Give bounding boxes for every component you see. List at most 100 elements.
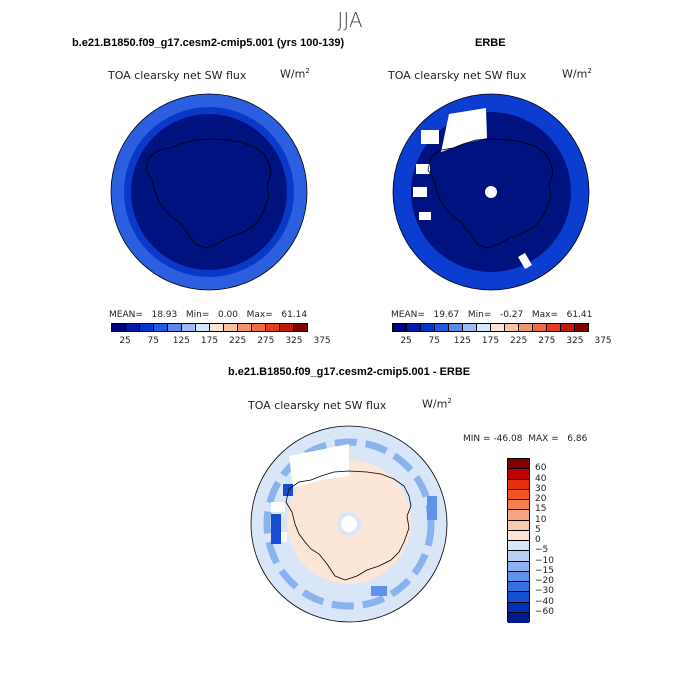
- obs-missing-arc: [441, 108, 487, 152]
- obs-colorbar: [392, 323, 589, 332]
- diff-colorbar-tick-label: −15: [535, 565, 554, 576]
- diff-colorbar-swatch: [508, 530, 529, 541]
- diff-anomaly-3: [427, 496, 437, 520]
- model-colorbar-tick-label: 225: [229, 336, 247, 346]
- obs-max-value: 61.41: [566, 310, 593, 320]
- model-colorbar-tick-label: 325: [285, 336, 303, 346]
- obs-units-exponent: 2: [587, 67, 592, 75]
- model-colorbar-tick-label: 125: [172, 336, 190, 346]
- model-colorbar-tick-label: 175: [200, 336, 219, 346]
- model-colorbar-swatch: [196, 324, 210, 331]
- diff-units-base: W/m: [422, 397, 448, 411]
- diff-colorbar-swatch: [508, 561, 529, 572]
- diff-colorbar-tick-label: 0: [535, 535, 541, 545]
- obs-colorbar-swatch: [547, 324, 561, 331]
- diff-colorbar-tick-label: −30: [535, 586, 554, 597]
- diff-colorbar-tick-label: 60: [535, 463, 547, 474]
- diff-colorbar-tick-label: −10: [535, 555, 554, 566]
- obs-antarctica-outline: [427, 138, 554, 249]
- model-antarctica-outline: [145, 138, 272, 249]
- obs-colorbar-ticks: 25 75 125 175 225 275 325 375: [392, 336, 611, 348]
- diff-colorbar-swatch: [508, 520, 529, 531]
- diff-colorbar-swatch: [508, 469, 529, 480]
- diff-min-label: MIN =: [463, 434, 491, 444]
- diff-stats: MIN = -46.08 MAX = 6.86: [463, 434, 587, 444]
- diff-colorbar-swatch: [508, 459, 529, 470]
- model-colorbar-swatch: [126, 324, 140, 331]
- obs-missing-block-1: [421, 130, 439, 144]
- model-mean-value: 18.93: [151, 310, 178, 320]
- diff-colorbar-tick-label: −20: [535, 576, 554, 586]
- obs-colorbar-swatch: [435, 324, 449, 331]
- obs-colorbar-swatch: [575, 324, 588, 331]
- diff-missing-block-1: [271, 502, 285, 512]
- model-colorbar-swatch: [238, 324, 252, 331]
- model-colorbar-swatch: [280, 324, 294, 331]
- model-colorbar-swatch: [224, 324, 238, 331]
- diff-colorbar-swatch: [508, 571, 529, 582]
- diff-colorbar-swatch: [508, 612, 529, 623]
- diff-colorbar-swatch: [508, 479, 529, 490]
- model-max-label: Max=: [246, 310, 273, 320]
- obs-panel-title: ERBE: [475, 37, 506, 49]
- obs-colorbar-swatch: [449, 324, 463, 331]
- diff-variable-title: TOA clearsky net SW flux: [248, 399, 387, 412]
- diff-colorbar-swatch: [508, 551, 529, 562]
- diff-units: W/m2: [422, 397, 452, 411]
- model-colorbar-tick-label: 375: [313, 336, 331, 346]
- diff-panel-title: b.e21.B1850.f09_g17.cesm2-cmip5.001 - ER…: [228, 366, 471, 378]
- diff-polar-map: [250, 425, 448, 623]
- diff-colorbar-tick-label: 40: [535, 473, 547, 484]
- diff-colorbar-swatch: [508, 592, 529, 603]
- diff-colorbar-swatch: [508, 582, 529, 593]
- diff-max-value: 6.86: [567, 434, 588, 444]
- diff-min-value: -46.08: [493, 434, 523, 444]
- model-units: W/m2: [280, 67, 310, 81]
- model-mean-label: MEAN=: [109, 310, 143, 320]
- obs-colorbar-swatch: [463, 324, 477, 331]
- obs-colorbar-tick-label: 175: [481, 336, 500, 346]
- obs-colorbar-tick-label: 25: [400, 336, 412, 346]
- model-colorbar-tick-label: 25: [119, 336, 131, 346]
- obs-colorbar-swatch: [561, 324, 575, 331]
- diff-colorbar: [507, 458, 530, 623]
- model-variable-title: TOA clearsky net SW flux: [108, 69, 247, 82]
- diff-antarctica-outline: [285, 470, 412, 581]
- obs-missing-block-2: [416, 164, 430, 174]
- diff-colorbar-tick-label: 15: [535, 504, 547, 515]
- diff-max-label: MAX =: [528, 434, 559, 444]
- obs-min-value: -0.27: [499, 310, 524, 320]
- obs-min-label: Min=: [467, 310, 492, 320]
- model-colorbar-ticks: 25 75 125 175 225 275 325 375: [111, 336, 330, 348]
- diff-blue-ring: [263, 438, 435, 610]
- model-min-label: Min=: [185, 310, 210, 320]
- model-panel-title: b.e21.B1850.f09_g17.cesm2-cmip5.001 (yrs…: [72, 37, 345, 49]
- obs-units-base: W/m: [562, 67, 588, 81]
- obs-units: W/m2: [562, 67, 592, 81]
- obs-colorbar-swatch: [393, 324, 407, 331]
- model-colorbar-swatch: [154, 324, 168, 331]
- obs-colorbar-swatch: [421, 324, 435, 331]
- obs-colorbar-swatch: [519, 324, 533, 331]
- obs-colorbar-tick-label: 375: [594, 336, 612, 346]
- diff-colorbar-swatch: [508, 510, 529, 521]
- diff-colorbar-tick-label: 20: [535, 494, 547, 504]
- model-colorbar-swatch: [140, 324, 154, 331]
- diff-colorbar-tick-label: 10: [535, 514, 547, 525]
- model-polar-map: [110, 93, 308, 291]
- obs-colorbar-swatch: [477, 324, 491, 331]
- obs-colorbar-tick-label: 325: [566, 336, 584, 346]
- obs-colorbar-swatch: [533, 324, 547, 331]
- model-colorbar: [111, 323, 308, 332]
- model-max-value: 61.14: [281, 310, 308, 320]
- model-colorbar-tick-label: 275: [257, 336, 275, 346]
- model-colorbar-tick-label: 75: [147, 336, 159, 346]
- obs-mean-value: 19.67: [433, 310, 460, 320]
- obs-missing-block-3: [413, 187, 427, 197]
- season-title: JJA: [337, 8, 363, 32]
- model-units-exponent: 2: [305, 67, 310, 75]
- model-colorbar-swatch: [168, 324, 182, 331]
- diff-anomaly-4: [283, 484, 293, 496]
- model-stats: MEAN= 18.93 Min= 0.00 Max= 61.14: [109, 310, 307, 320]
- diff-colorbar-swatch: [508, 500, 529, 511]
